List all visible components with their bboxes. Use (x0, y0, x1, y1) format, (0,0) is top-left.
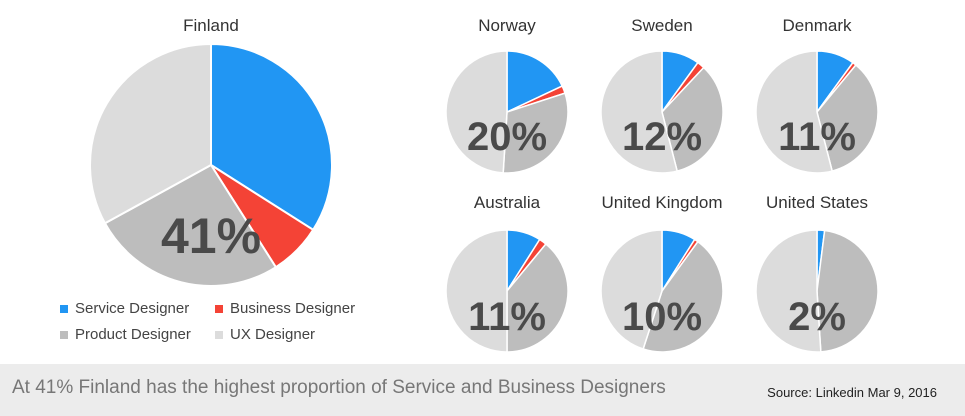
pie-title-sweden: Sweden (631, 16, 692, 35)
pie-slice-united-kingdom-product-designer (642, 240, 724, 353)
footer-caption: At 41% Finland has the highest proportio… (12, 377, 666, 398)
pie-value-label-united-kingdom: 10% (622, 295, 702, 339)
legend-item-business: Business Designer (215, 300, 355, 317)
charts-canvas: Finland41%Norway20%Sweden12%Denmark11%Au… (89, 16, 879, 353)
pie-slice-sweden-ux-designer (600, 50, 679, 174)
pie-slice-australia-ux-designer (445, 229, 508, 353)
pie-slice-denmark-product-designer (816, 63, 879, 172)
legend-label-product: Product Designer (75, 326, 191, 343)
legend-label-business: Business Designer (230, 300, 356, 317)
legend-item-service: Service Designer (60, 300, 189, 317)
pie-slice-united-kingdom-ux-designer (600, 229, 663, 350)
pie-slice-australia-product-designer (506, 242, 569, 353)
legend-label-service: Service Designer (75, 300, 190, 317)
source-note: Source: Linkedin Mar 9, 2016 (767, 385, 937, 400)
pie-slice-sweden-product-designer (661, 66, 724, 172)
pie-chart-united-kingdom: United Kingdom 10% (600, 193, 724, 353)
pie-title-united-kingdom: United Kingdom (602, 193, 723, 212)
pie-value-label-norway: 20% (467, 115, 547, 159)
pie-chart-finland: Finland 41% (89, 16, 333, 287)
pie-title-australia: Australia (474, 193, 541, 212)
pie-slice-finland-ux-designer (89, 42, 212, 225)
legend-label-ux: UX Designer (230, 326, 316, 343)
pie-slice-norway-ux-designer (445, 50, 508, 174)
legend-swatch-business (215, 304, 223, 313)
legend-swatch-ux (215, 330, 223, 339)
legend-swatch-product (60, 330, 68, 339)
pie-title-united-states: United States (766, 193, 868, 212)
pie-slice-norway-service-designer (506, 50, 564, 114)
pie-slice-finland-product-designer (103, 163, 278, 287)
pie-chart-sweden: Sweden 12% (600, 16, 724, 174)
pie-value-label-australia: 11% (468, 295, 546, 339)
footer-bar: At 41% Finland has the highest proportio… (0, 364, 965, 416)
pie-value-label-denmark: 11% (778, 115, 856, 159)
pie-chart-denmark: Denmark 11% (755, 16, 879, 174)
pie-title-finland: Finland (183, 16, 239, 35)
pie-chart-australia: Australia 11% (445, 193, 569, 353)
pie-slice-united-states-ux-designer (755, 229, 822, 353)
pie-value-label-sweden: 12% (622, 115, 702, 159)
pie-title-denmark: Denmark (783, 16, 852, 35)
pie-value-label-finland: 41% (161, 208, 261, 264)
pie-chart-norway: Norway 20% (445, 16, 569, 174)
pie-slice-denmark-ux-designer (755, 50, 834, 174)
legend-swatch-service (60, 304, 68, 313)
pie-chart-united-states: United States 2% (755, 193, 879, 353)
pie-value-label-united-states: 2% (788, 295, 846, 339)
pie-title-norway: Norway (478, 16, 536, 35)
pie-slice-united-states-product-designer (816, 229, 879, 353)
legend-item-product: Product Designer (60, 326, 191, 343)
legend-item-ux: UX Designer (215, 326, 315, 343)
pie-slice-norway-product-designer (502, 92, 569, 174)
